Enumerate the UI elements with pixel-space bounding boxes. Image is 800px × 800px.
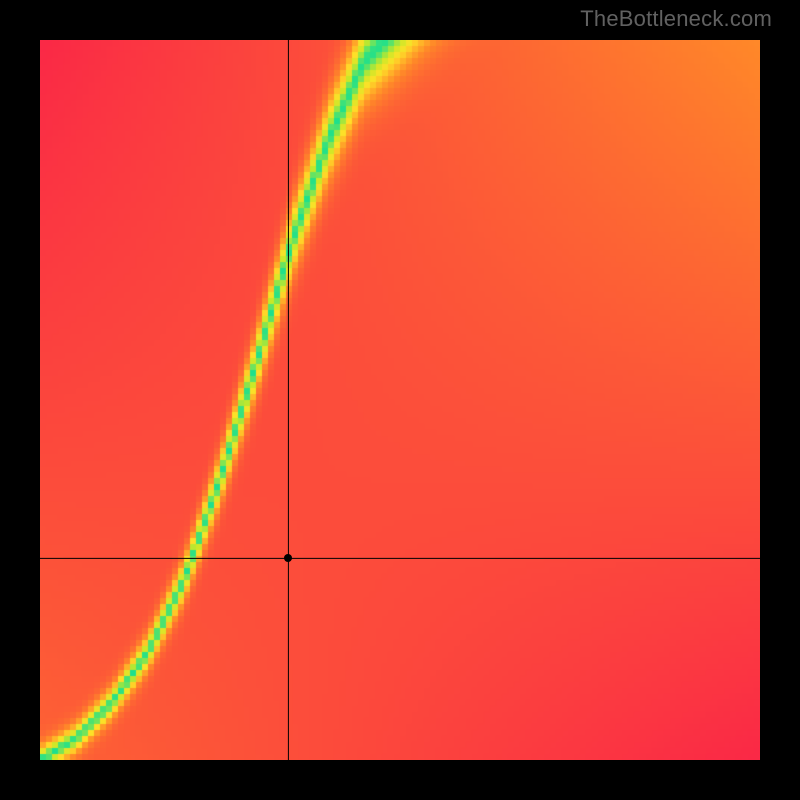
bottleneck-heatmap — [40, 40, 760, 760]
marker-point — [284, 554, 292, 562]
heatmap-canvas — [40, 40, 760, 760]
watermark-text: TheBottleneck.com — [580, 6, 772, 32]
